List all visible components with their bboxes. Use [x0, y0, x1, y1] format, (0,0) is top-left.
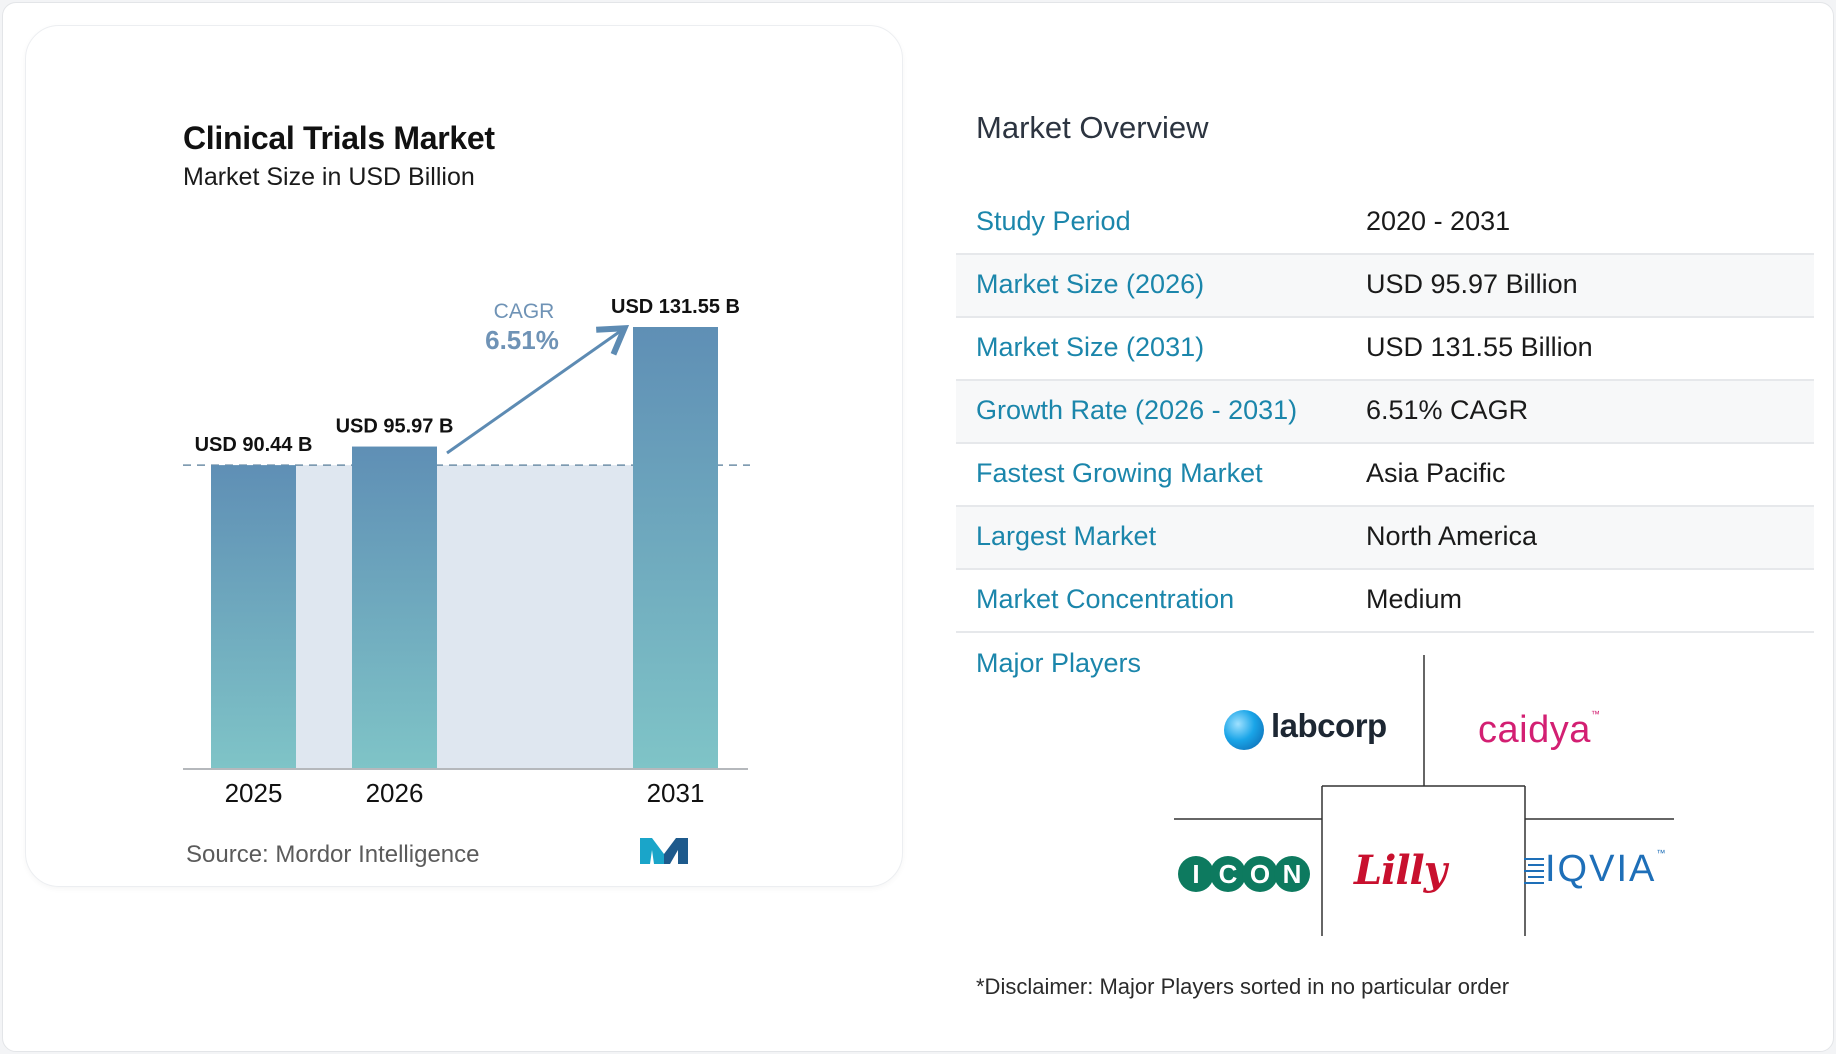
disclaimer: *Disclaimer: Major Players sorted in no …: [976, 974, 1510, 999]
overview-label: Growth Rate (2026 - 2031): [976, 395, 1298, 425]
iqvia-trademark: ™: [1656, 848, 1668, 858]
icon-logo-circle: [1178, 856, 1214, 892]
iqvia-name: IQVIA: [1545, 848, 1657, 890]
caidya-name: caidya: [1478, 709, 1591, 751]
player-labcorp: labcorp: [1224, 707, 1387, 745]
overview-label: Largest Market: [976, 521, 1157, 551]
data-label-2026: USD 95.97 B: [336, 416, 454, 438]
overview-row-largest-market: Largest Market North America: [956, 507, 1814, 570]
player-iqvia: IQVIA™: [1545, 848, 1667, 891]
player-lilly: Lilly: [1354, 847, 1447, 894]
market-overview-table: Study Period 2020 - 2031 Market Size (20…: [956, 192, 1814, 633]
overview-value: USD 95.97 Billion: [1366, 269, 1578, 299]
icon-logo-circle: [1242, 856, 1278, 892]
x-tick-label-2031: 2031: [647, 778, 705, 808]
icon-logo-letter: I: [1192, 859, 1199, 889]
icon-logo-circle: [1210, 856, 1246, 892]
overview-label: Fastest Growing Market: [976, 458, 1263, 488]
bar-chart: USD 90.44 B 2025 USD 95.97 B 2026 USD 131.55…: [183, 296, 750, 808]
overview-row-market-size-2031: Market Size (2031) USD 131.55 Billion: [956, 318, 1814, 381]
source-text: Source: Mordor Intelligence: [186, 841, 480, 868]
overview-row-fastest-growing: Fastest Growing Market Asia Pacific: [956, 444, 1814, 507]
overview-label: Market Size (2026): [976, 269, 1205, 299]
overview-value: Medium: [1366, 584, 1463, 614]
chart-subtitle: Market Size in USD Billion: [183, 163, 475, 191]
overview-row-market-concentration: Market Concentration Medium: [956, 570, 1814, 633]
cagr-arrow: [446, 325, 630, 455]
overview-value: USD 131.55 Billion: [1366, 332, 1593, 362]
caidya-trademark: ™: [1590, 709, 1601, 719]
overview-label: Market Concentration: [976, 584, 1235, 614]
bar-2026: [352, 446, 437, 769]
iqvia-stripes-icon: [1524, 858, 1544, 884]
bar-2025: [211, 465, 296, 769]
data-label-2031: USD 131.55 B: [611, 296, 740, 318]
labcorp-name: labcorp: [1271, 707, 1387, 744]
x-tick-label-2026: 2026: [366, 778, 424, 808]
overview-value: North America: [1366, 521, 1538, 551]
bar-2031: [633, 327, 718, 769]
overview-value: 6.51% CAGR: [1366, 395, 1529, 425]
overview-value: 2020 - 2031: [1366, 206, 1511, 236]
overview-value: Asia Pacific: [1366, 458, 1506, 488]
chart-title: Clinical Trials Market: [183, 120, 495, 156]
cagr-value: 6.51%: [485, 325, 559, 355]
overview-row-study-period: Study Period 2020 - 2031: [956, 192, 1814, 255]
labcorp-logo-icon: [1224, 710, 1264, 750]
x-tick-label-2025: 2025: [225, 778, 283, 808]
overview-label: Study Period: [976, 206, 1131, 236]
overview-row-market-size-2026: Market Size (2026) USD 95.97 Billion: [956, 255, 1814, 318]
market-overview-title: Market Overview: [976, 110, 1209, 145]
icon-logo-letter: N: [1283, 859, 1302, 889]
cagr-label: CAGR: [494, 300, 555, 323]
major-players-label: Major Players: [976, 648, 1142, 678]
icon-logo-letter: O: [1250, 859, 1270, 889]
overview-row-growth-rate: Growth Rate (2026 - 2031) 6.51% CAGR: [956, 381, 1814, 444]
overview-label: Market Size (2031): [976, 332, 1205, 362]
mordor-intelligence-logo-icon: [640, 838, 688, 864]
icon-logo-circle: [1274, 856, 1310, 892]
data-label-2025: USD 90.44 B: [195, 434, 313, 456]
icon-logo-letter: C: [1219, 859, 1238, 889]
player-caidya: caidya™: [1478, 709, 1600, 752]
